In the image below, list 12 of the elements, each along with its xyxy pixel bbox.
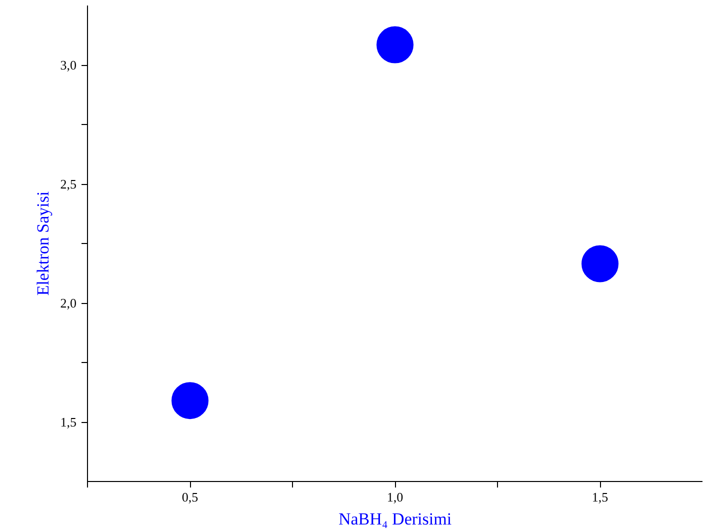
x-tick-label: 1,0 xyxy=(386,490,404,504)
x-axis-title: NaBH₄ Derisimi xyxy=(338,510,452,528)
y-tick-label: 1,5 xyxy=(60,414,76,430)
y-tick-label: 3,0 xyxy=(60,58,76,72)
y-tick-label: 2,5 xyxy=(60,176,76,192)
x-tick-label: 0,5 xyxy=(182,490,198,504)
y-axis-title: Elektron Sayisi xyxy=(33,191,52,296)
point xyxy=(582,245,618,282)
point xyxy=(376,26,414,64)
y-tick-label: 2,0 xyxy=(60,296,76,310)
point xyxy=(172,382,208,420)
x-tick-label: 1,5 xyxy=(592,490,608,504)
